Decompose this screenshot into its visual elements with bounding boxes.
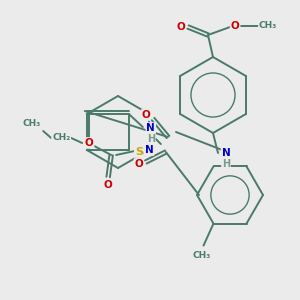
- Text: CH₂: CH₂: [52, 133, 70, 142]
- Text: O: O: [231, 21, 239, 31]
- Text: CH₃: CH₃: [259, 22, 277, 31]
- Text: H: H: [147, 134, 155, 144]
- Text: H: H: [222, 159, 230, 169]
- Text: N: N: [146, 123, 155, 133]
- Text: O: O: [177, 22, 185, 32]
- Text: CH₃: CH₃: [22, 119, 40, 128]
- Text: CH₃: CH₃: [192, 251, 211, 260]
- Text: N: N: [222, 148, 230, 158]
- Text: O: O: [104, 180, 112, 190]
- Text: O: O: [142, 110, 150, 120]
- Text: O: O: [85, 138, 94, 148]
- Text: N: N: [145, 145, 154, 155]
- Text: S: S: [135, 147, 143, 157]
- Text: O: O: [134, 159, 143, 169]
